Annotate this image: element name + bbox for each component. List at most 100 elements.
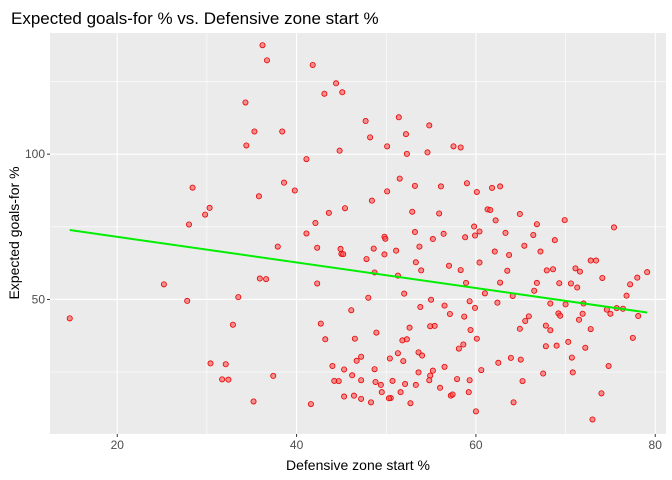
data-point — [389, 377, 396, 384]
data-point — [207, 360, 214, 367]
data-point — [542, 343, 549, 350]
data-point — [568, 354, 575, 361]
data-point — [504, 267, 511, 274]
data-point — [472, 232, 479, 239]
data-point — [454, 376, 461, 383]
data-point — [409, 208, 416, 215]
data-point — [587, 257, 594, 264]
data-point — [259, 42, 266, 49]
data-point — [495, 359, 502, 366]
data-point — [428, 296, 435, 303]
data-point — [341, 366, 348, 373]
data-point — [471, 223, 478, 230]
data-point — [516, 211, 523, 218]
data-point — [381, 251, 388, 258]
data-point — [521, 242, 528, 249]
data-point — [362, 118, 369, 125]
data-point — [66, 315, 73, 322]
data-point — [599, 274, 606, 281]
data-point — [446, 310, 453, 317]
data-point — [303, 156, 310, 163]
data-point — [341, 205, 348, 212]
data-point — [473, 188, 480, 195]
data-point — [462, 234, 469, 241]
data-point — [384, 188, 391, 195]
data-point — [225, 376, 232, 383]
data-point — [627, 281, 634, 288]
data-point — [385, 395, 392, 402]
data-point — [550, 266, 557, 273]
y-axis-title: Expected goals-for % — [6, 166, 22, 299]
major-grid — [50, 33, 666, 434]
data-point — [429, 367, 436, 374]
trend-line-group — [69, 229, 648, 314]
plot-panel — [50, 33, 666, 434]
data-point — [303, 230, 310, 237]
data-point — [358, 377, 365, 384]
data-point — [309, 61, 316, 68]
data-point — [634, 274, 641, 281]
data-point — [481, 290, 488, 297]
data-point — [450, 143, 457, 150]
data-point — [569, 369, 576, 376]
data-point — [551, 237, 558, 244]
data-point — [402, 131, 409, 138]
data-point — [457, 267, 464, 274]
data-point — [457, 144, 464, 151]
data-point — [317, 320, 324, 327]
data-point — [321, 90, 328, 97]
data-point — [255, 193, 262, 200]
data-point — [340, 251, 347, 258]
data-point — [322, 336, 329, 343]
data-point — [263, 57, 270, 64]
data-point — [229, 321, 236, 328]
data-point — [502, 229, 509, 236]
data-point — [403, 336, 410, 343]
x-tick-label: 20 — [111, 438, 125, 452]
y-tick-label: 100 — [25, 147, 45, 161]
x-tick-label: 60 — [469, 438, 483, 452]
data-point — [537, 248, 544, 255]
trend-line — [69, 229, 648, 314]
data-point — [605, 363, 612, 370]
data-point — [437, 384, 444, 391]
data-point — [465, 389, 472, 396]
data-point — [510, 399, 517, 406]
data-point — [491, 248, 498, 255]
data-point — [533, 221, 540, 228]
data-point — [418, 267, 425, 274]
data-point — [530, 231, 537, 238]
data-point — [335, 378, 342, 385]
data-point — [623, 292, 630, 299]
data-point — [547, 327, 554, 334]
data-point — [160, 281, 167, 288]
x-tick-label: 80 — [649, 438, 663, 452]
data-point — [506, 252, 513, 259]
data-point — [460, 341, 467, 348]
data-point — [543, 267, 550, 274]
data-point — [368, 399, 375, 406]
data-point — [349, 372, 356, 379]
data-point — [598, 390, 605, 397]
data-point — [437, 183, 444, 190]
data-point — [291, 187, 298, 194]
data-point — [572, 265, 579, 272]
data-point — [429, 236, 436, 243]
data-point — [492, 217, 499, 224]
data-point — [593, 257, 600, 264]
data-point — [256, 275, 263, 282]
data-point — [250, 398, 257, 405]
y-tick-label: 50 — [32, 292, 46, 306]
chart-title: Expected goals-for % vs. Defensive zone … — [11, 9, 379, 28]
data-point — [446, 262, 453, 269]
data-point — [384, 143, 391, 150]
data-point — [440, 230, 447, 237]
data-point — [525, 313, 532, 320]
minor-grid — [50, 33, 666, 434]
data-point — [403, 150, 410, 157]
data-point — [350, 392, 357, 399]
data-point — [281, 179, 288, 186]
data-point — [336, 147, 343, 154]
data-point — [325, 209, 332, 216]
